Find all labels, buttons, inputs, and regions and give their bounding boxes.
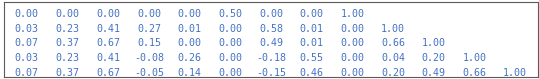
Text: 0.00: 0.00	[340, 38, 364, 48]
Text: 0.67: 0.67	[96, 68, 120, 78]
Text: 0.00: 0.00	[137, 9, 161, 19]
Text: 0.14: 0.14	[177, 68, 202, 78]
Text: 0.41: 0.41	[96, 53, 120, 63]
Text: 0.03: 0.03	[15, 24, 39, 34]
Text: 0.27: 0.27	[137, 24, 161, 34]
Text: 0.00: 0.00	[56, 9, 80, 19]
Text: 0.00: 0.00	[340, 68, 364, 78]
Text: 0.23: 0.23	[56, 24, 80, 34]
Text: 0.01: 0.01	[177, 24, 202, 34]
Text: 0.20: 0.20	[421, 53, 446, 63]
Text: -0.08: -0.08	[134, 53, 164, 63]
Text: 0.00: 0.00	[96, 9, 120, 19]
Text: -0.15: -0.15	[256, 68, 286, 78]
Text: 0.20: 0.20	[381, 68, 405, 78]
Text: 0.46: 0.46	[300, 68, 324, 78]
Text: 0.00: 0.00	[218, 24, 243, 34]
Text: 0.00: 0.00	[259, 9, 283, 19]
Text: 0.00: 0.00	[300, 9, 324, 19]
Text: 0.00: 0.00	[15, 9, 39, 19]
Text: 0.00: 0.00	[177, 38, 202, 48]
Text: 0.07: 0.07	[15, 38, 39, 48]
Text: 0.03: 0.03	[15, 53, 39, 63]
Text: 0.49: 0.49	[421, 68, 446, 78]
Text: 0.00: 0.00	[340, 53, 364, 63]
Text: 1.00: 1.00	[503, 68, 527, 78]
Text: 1.00: 1.00	[421, 38, 446, 48]
Text: 1.00: 1.00	[381, 24, 405, 34]
Text: 0.01: 0.01	[300, 38, 324, 48]
Text: 0.66: 0.66	[462, 68, 487, 78]
Text: 0.50: 0.50	[218, 9, 243, 19]
Text: 0.49: 0.49	[259, 38, 283, 48]
Text: 1.00: 1.00	[462, 53, 487, 63]
Text: -0.05: -0.05	[134, 68, 164, 78]
Text: -0.18: -0.18	[256, 53, 286, 63]
Text: 0.00: 0.00	[340, 24, 364, 34]
Text: 0.37: 0.37	[56, 68, 80, 78]
Text: 0.66: 0.66	[381, 38, 405, 48]
Text: 0.15: 0.15	[137, 38, 161, 48]
Text: 0.55: 0.55	[300, 53, 324, 63]
Text: 0.41: 0.41	[96, 24, 120, 34]
Text: 0.58: 0.58	[259, 24, 283, 34]
Text: 0.67: 0.67	[96, 38, 120, 48]
Text: 0.00: 0.00	[177, 9, 202, 19]
Text: 0.07: 0.07	[15, 68, 39, 78]
Text: 0.26: 0.26	[177, 53, 202, 63]
Text: 0.23: 0.23	[56, 53, 80, 63]
Text: 0.00: 0.00	[218, 68, 243, 78]
Text: 0.01: 0.01	[300, 24, 324, 34]
Text: 0.00: 0.00	[218, 38, 243, 48]
Text: 0.00: 0.00	[218, 53, 243, 63]
Text: 0.04: 0.04	[381, 53, 405, 63]
Text: 0.37: 0.37	[56, 38, 80, 48]
Text: 1.00: 1.00	[340, 9, 364, 19]
